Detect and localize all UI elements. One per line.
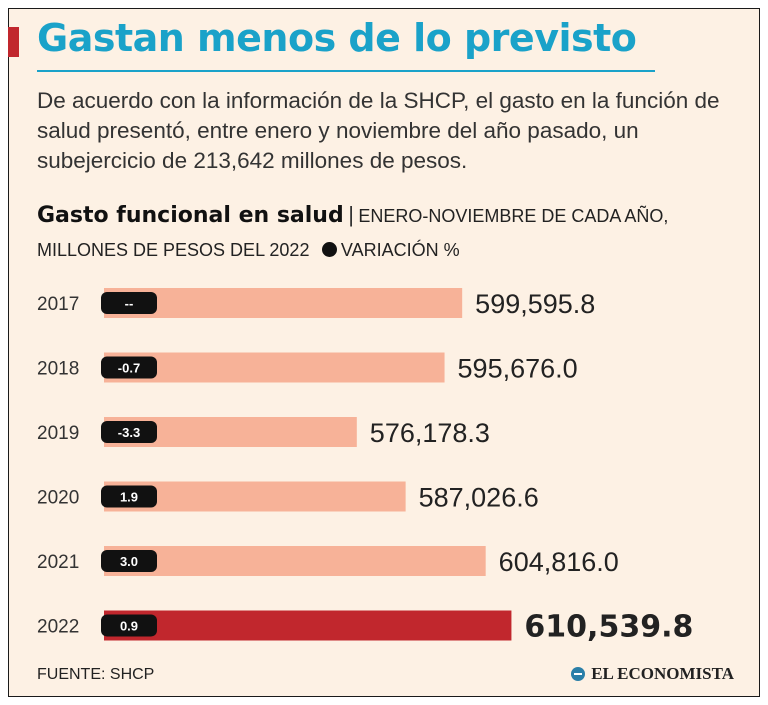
publisher-logo-icon — [571, 667, 586, 681]
source-note: FUENTE: SHCP — [37, 666, 155, 683]
publisher-logo: EL ECONOMISTA — [571, 664, 734, 684]
variation-badge — [101, 614, 157, 637]
year-label: 2017 — [37, 294, 79, 315]
value-label-highlight: 610,539.8 — [524, 610, 693, 645]
bar — [104, 352, 445, 383]
intro-paragraph: De acuerdo con la información de la SHCP… — [37, 88, 720, 173]
chart-heading: Gasto funcional en salud | ENERO-NOVIEMB… — [37, 199, 737, 268]
value-label: 595,676.0 — [458, 354, 578, 384]
page-title: Gastan menos de lo previsto — [37, 16, 637, 60]
variation-badge-label: 0.9 — [120, 619, 138, 634]
variation-badge — [101, 421, 157, 443]
variation-badge-label: -3.3 — [118, 425, 140, 440]
variation-badge — [101, 550, 157, 572]
variation-badge-label: 1.9 — [120, 490, 138, 505]
legend-dot-icon — [321, 242, 337, 257]
variation-badge — [101, 485, 157, 508]
variation-badge-label: -- — [125, 296, 134, 311]
chart-title: Gasto funcional en salud — [37, 203, 344, 228]
variation-badge — [101, 292, 157, 314]
year-label: 2022 — [37, 617, 79, 638]
bar — [104, 546, 486, 576]
variation-badge-label: -0.7 — [118, 361, 140, 376]
title-accent-bar — [8, 27, 19, 57]
publisher-name: EL ECONOMISTA — [591, 664, 734, 683]
variation-badge-label: 3.0 — [120, 554, 138, 569]
bar-highlight — [104, 610, 512, 641]
value-label: 576,178.3 — [370, 418, 490, 448]
legend-label: VARIACIÓN % — [340, 240, 460, 260]
value-label: 604,816.0 — [499, 547, 619, 577]
value-label: 599,595.8 — [475, 289, 595, 319]
year-label: 2019 — [37, 423, 79, 444]
title-underline — [37, 70, 655, 72]
variation-badge — [101, 356, 157, 379]
year-label: 2020 — [37, 488, 79, 509]
bar — [104, 288, 463, 318]
year-label: 2018 — [37, 359, 79, 380]
chart-title-separator: | — [348, 202, 354, 227]
year-label: 2021 — [37, 552, 79, 573]
value-label: 587,026.6 — [419, 483, 539, 513]
chart-subtitle: ENERO-NOVIEMBRE DE CADA AÑO, MILLONES DE… — [37, 206, 669, 260]
